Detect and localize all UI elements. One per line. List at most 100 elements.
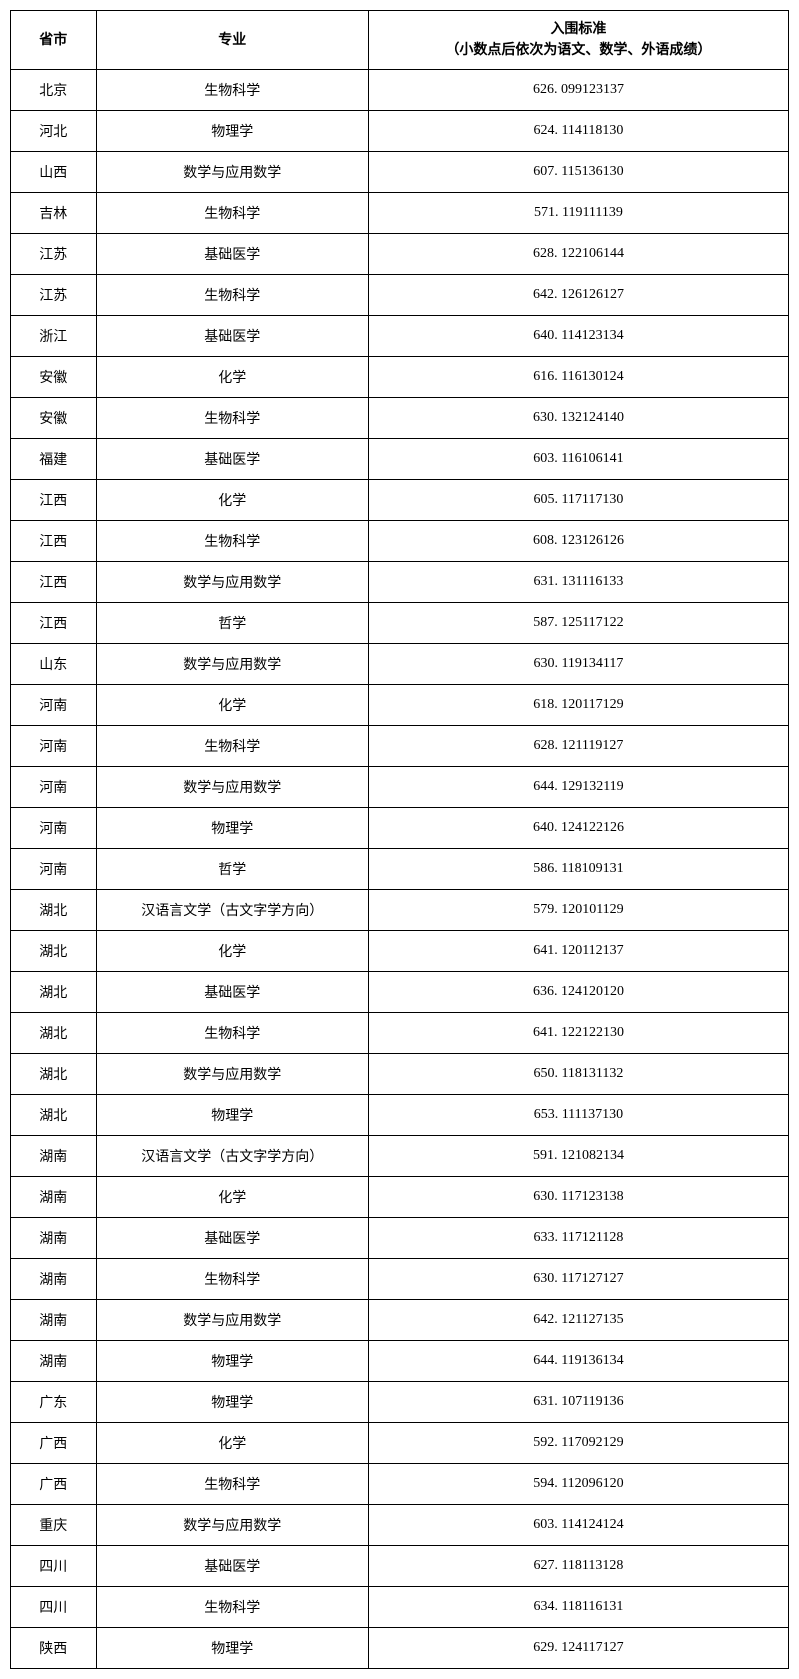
- table-row: 四川基础医学627. 118113128: [11, 1546, 789, 1587]
- cell-province: 湖北: [11, 1095, 97, 1136]
- cell-score: 629. 124117127: [368, 1628, 788, 1669]
- table-row: 江西哲学587. 125117122: [11, 603, 789, 644]
- cell-score: 640. 124122126: [368, 808, 788, 849]
- cell-province: 江西: [11, 521, 97, 562]
- table-row: 湖南基础医学633. 117121128: [11, 1218, 789, 1259]
- table-row: 湖北生物科学641. 122122130: [11, 1013, 789, 1054]
- cell-province: 安徽: [11, 398, 97, 439]
- table-row: 河南哲学586. 118109131: [11, 849, 789, 890]
- cell-province: 广东: [11, 1382, 97, 1423]
- cell-score: 650. 118131132: [368, 1054, 788, 1095]
- table-row: 北京生物科学626. 099123137: [11, 70, 789, 111]
- cell-province: 北京: [11, 70, 97, 111]
- cell-province: 陕西: [11, 1628, 97, 1669]
- cell-major: 汉语言文学（古文字学方向）: [96, 890, 368, 931]
- cell-province: 河南: [11, 808, 97, 849]
- cell-score: 628. 122106144: [368, 234, 788, 275]
- cell-score: 594. 112096120: [368, 1464, 788, 1505]
- cell-score: 579. 120101129: [368, 890, 788, 931]
- cell-major: 基础医学: [96, 1546, 368, 1587]
- cell-major: 哲学: [96, 603, 368, 644]
- table-row: 湖北数学与应用数学650. 118131132: [11, 1054, 789, 1095]
- table-row: 安徽化学616. 116130124: [11, 357, 789, 398]
- cell-province: 江苏: [11, 234, 97, 275]
- cell-major: 生物科学: [96, 1259, 368, 1300]
- cell-province: 安徽: [11, 357, 97, 398]
- cell-major: 数学与应用数学: [96, 1054, 368, 1095]
- table-row: 广西生物科学594. 112096120: [11, 1464, 789, 1505]
- table-row: 湖南汉语言文学（古文字学方向）591. 121082134: [11, 1136, 789, 1177]
- cell-score: 641. 122122130: [368, 1013, 788, 1054]
- header-score: 入围标准（小数点后依次为语文、数学、外语成绩）: [368, 11, 788, 70]
- table-row: 江西数学与应用数学631. 131116133: [11, 562, 789, 603]
- cell-score: 630. 132124140: [368, 398, 788, 439]
- cell-major: 化学: [96, 931, 368, 972]
- cell-province: 山西: [11, 152, 97, 193]
- cell-province: 江西: [11, 480, 97, 521]
- cell-province: 湖南: [11, 1218, 97, 1259]
- cell-score: 642. 121127135: [368, 1300, 788, 1341]
- table-row: 河南化学618. 120117129: [11, 685, 789, 726]
- table-row: 四川生物科学634. 118116131: [11, 1587, 789, 1628]
- cell-score: 592. 117092129: [368, 1423, 788, 1464]
- cell-major: 物理学: [96, 1382, 368, 1423]
- table-row: 福建基础医学603. 116106141: [11, 439, 789, 480]
- cell-province: 江西: [11, 603, 97, 644]
- cell-score: 586. 118109131: [368, 849, 788, 890]
- cell-major: 生物科学: [96, 275, 368, 316]
- cell-major: 数学与应用数学: [96, 1300, 368, 1341]
- table-row: 河北物理学624. 114118130: [11, 111, 789, 152]
- cell-score: 641. 120112137: [368, 931, 788, 972]
- cell-score: 626. 099123137: [368, 70, 788, 111]
- cell-score: 630. 117123138: [368, 1177, 788, 1218]
- table-row: 安徽生物科学630. 132124140: [11, 398, 789, 439]
- cell-major: 化学: [96, 1177, 368, 1218]
- cell-score: 627. 118113128: [368, 1546, 788, 1587]
- table-row: 湖南化学630. 117123138: [11, 1177, 789, 1218]
- cell-province: 河南: [11, 685, 97, 726]
- cell-province: 湖北: [11, 890, 97, 931]
- cell-major: 化学: [96, 480, 368, 521]
- cell-score: 636. 124120120: [368, 972, 788, 1013]
- cell-major: 基础医学: [96, 1218, 368, 1259]
- cell-province: 重庆: [11, 1505, 97, 1546]
- cell-score: 608. 123126126: [368, 521, 788, 562]
- cell-major: 数学与应用数学: [96, 1505, 368, 1546]
- table-row: 陕西物理学629. 124117127: [11, 1628, 789, 1669]
- table-row: 湖南物理学644. 119136134: [11, 1341, 789, 1382]
- cell-province: 江西: [11, 562, 97, 603]
- cell-province: 湖北: [11, 1013, 97, 1054]
- cell-major: 化学: [96, 1423, 368, 1464]
- cell-province: 湖北: [11, 931, 97, 972]
- cell-score: 607. 115136130: [368, 152, 788, 193]
- cell-major: 基础医学: [96, 972, 368, 1013]
- cell-score: 640. 114123134: [368, 316, 788, 357]
- cell-province: 广西: [11, 1464, 97, 1505]
- cell-score: 603. 116106141: [368, 439, 788, 480]
- cell-major: 生物科学: [96, 1013, 368, 1054]
- table-row: 河南物理学640. 124122126: [11, 808, 789, 849]
- cell-score: 644. 129132119: [368, 767, 788, 808]
- cell-province: 河南: [11, 767, 97, 808]
- cell-score: 603. 114124124: [368, 1505, 788, 1546]
- cell-province: 浙江: [11, 316, 97, 357]
- table-body: 北京生物科学626. 099123137河北物理学624. 114118130山…: [11, 70, 789, 1669]
- cell-province: 四川: [11, 1546, 97, 1587]
- cell-major: 汉语言文学（古文字学方向）: [96, 1136, 368, 1177]
- table-row: 山东数学与应用数学630. 119134117: [11, 644, 789, 685]
- cell-province: 湖南: [11, 1177, 97, 1218]
- cell-province: 湖南: [11, 1259, 97, 1300]
- cell-province: 广西: [11, 1423, 97, 1464]
- table-row: 江西化学605. 117117130: [11, 480, 789, 521]
- cell-score: 587. 125117122: [368, 603, 788, 644]
- table-row: 江苏基础医学628. 122106144: [11, 234, 789, 275]
- cell-province: 福建: [11, 439, 97, 480]
- cell-score: 616. 116130124: [368, 357, 788, 398]
- table-row: 广西化学592. 117092129: [11, 1423, 789, 1464]
- cell-major: 生物科学: [96, 1464, 368, 1505]
- header-major: 专业: [96, 11, 368, 70]
- table-row: 湖南数学与应用数学642. 121127135: [11, 1300, 789, 1341]
- cell-province: 江苏: [11, 275, 97, 316]
- table-row: 广东物理学631. 107119136: [11, 1382, 789, 1423]
- table-row: 湖北物理学653. 111137130: [11, 1095, 789, 1136]
